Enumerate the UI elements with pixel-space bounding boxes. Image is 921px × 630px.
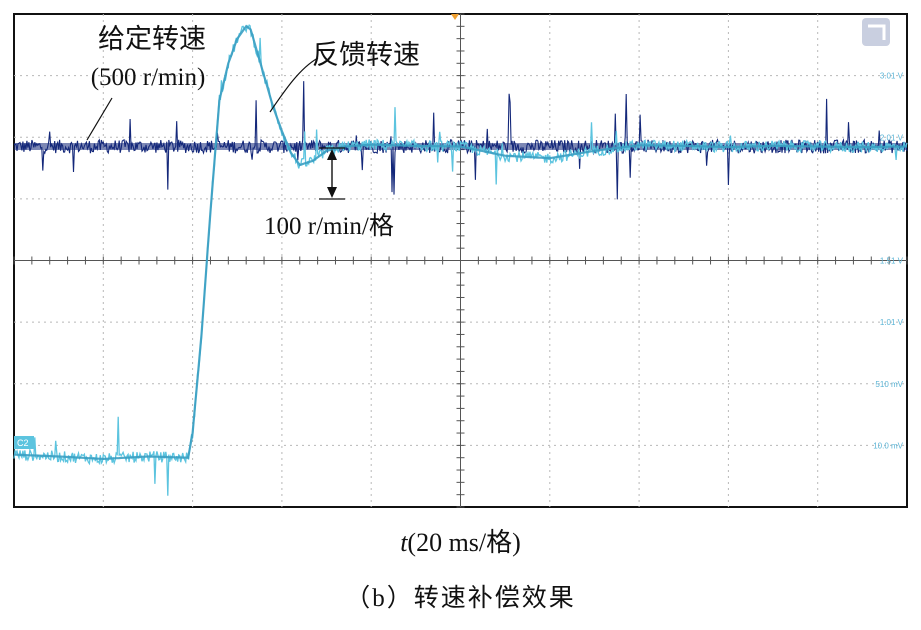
right-scale-label: 10.0 mV (873, 441, 903, 450)
trigger-marker (451, 14, 459, 20)
x-axis-label: t(20 ms/格) (0, 522, 921, 559)
reference-speed-value: (500 r/min) (91, 64, 206, 91)
traces (13, 24, 908, 496)
feedback-speed-core (13, 24, 907, 461)
channel-marker: C2 (14, 436, 34, 449)
scale-label: 100 r/min/格 (264, 212, 394, 240)
right-scale-label: 2.01 V (880, 133, 904, 142)
oscilloscope-chart: 3.01 V 2.01 V 1.51 V 1.01 V 510 mV 10.0 mV C2… (13, 13, 908, 508)
figure-caption: （b）转速补偿效果 (345, 585, 576, 612)
reference-speed-pointer (86, 97, 113, 141)
grid (13, 13, 908, 508)
right-scale-label: 1.01 V (880, 318, 904, 327)
right-scale-labels: 3.01 V 2.01 V 1.51 V 1.01 V 510 mV 10.0 mV (873, 72, 903, 451)
right-scale-label: 1.51 V (880, 257, 904, 266)
right-scale-label: 510 mV (875, 380, 903, 389)
feedback-speed-label: 反馈转速 (312, 40, 420, 70)
corner-icon (862, 18, 890, 46)
scale-arrow (319, 147, 345, 200)
feedback-speed-trace (13, 24, 908, 496)
x-axis-variable: t (400, 528, 408, 557)
feedback-speed-pointer (269, 57, 319, 113)
channel-marker-label: C2 (17, 438, 29, 448)
reference-speed-label: 给定转速 (98, 24, 206, 54)
right-scale-label: 3.01 V (880, 72, 904, 81)
x-axis-unit: (20 ms/格) (407, 528, 521, 557)
